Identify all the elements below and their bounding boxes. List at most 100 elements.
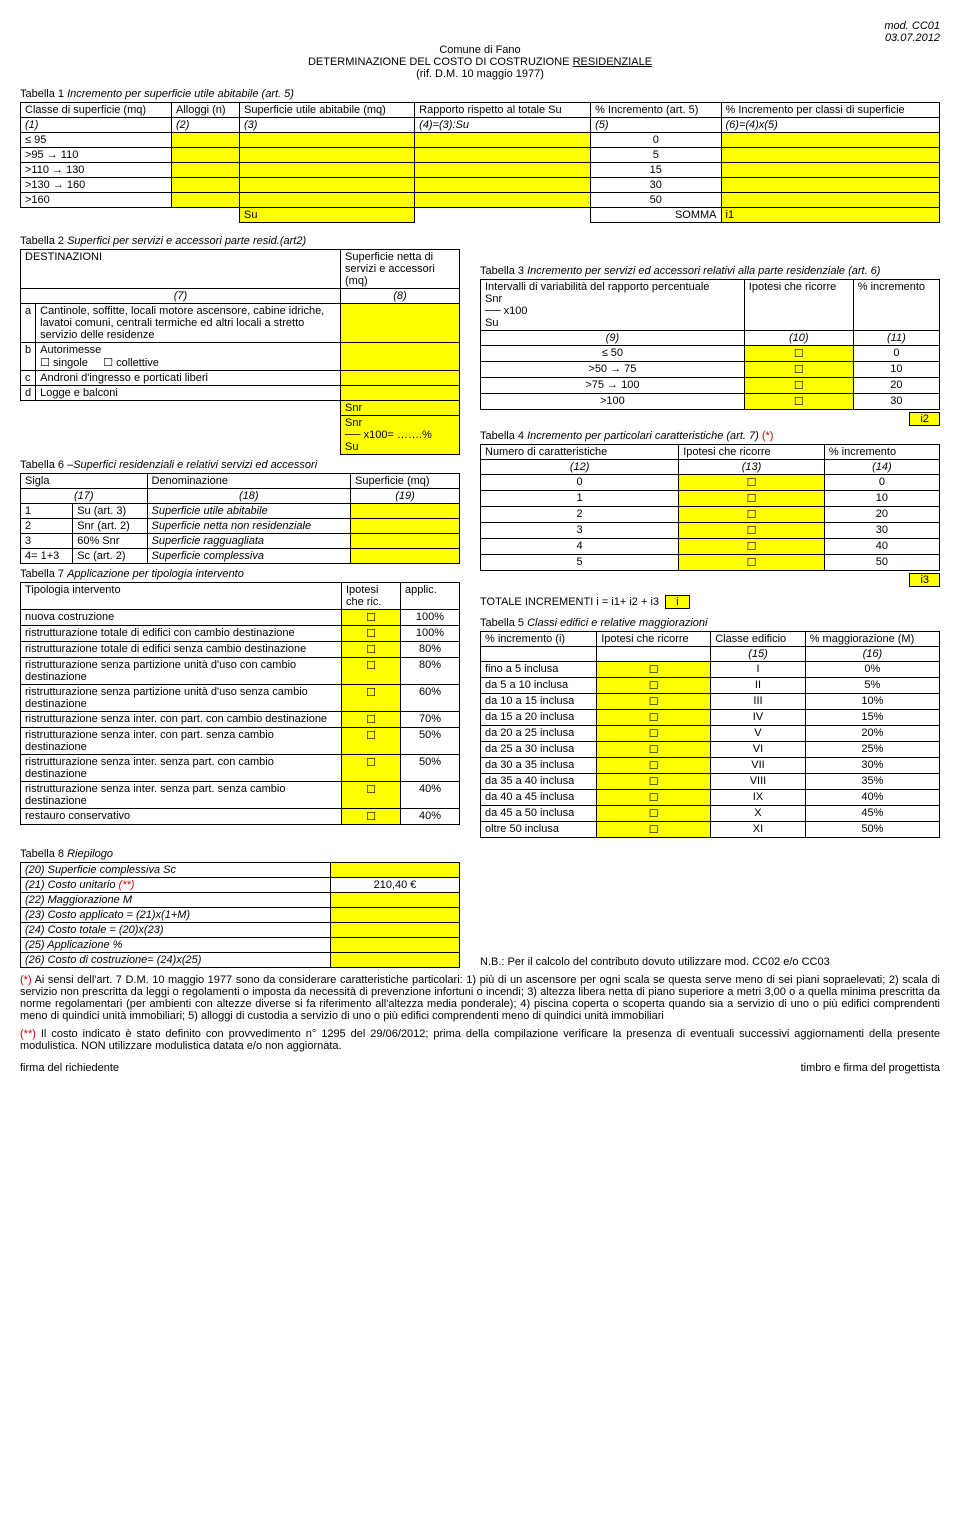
t1-cell-input[interactable] <box>239 178 414 193</box>
t7-check[interactable]: ☐ <box>342 755 401 782</box>
t1-su: Su <box>239 208 414 223</box>
t6-caption: Tabella 6 –Superfici residenziali e rela… <box>20 459 460 471</box>
t8-r24-input[interactable] <box>331 923 460 938</box>
t2-b-input[interactable] <box>341 343 460 371</box>
totale-i: i <box>665 595 689 609</box>
footnote-1: (*) Ai sensi dell'art. 7 D.M. 10 maggio … <box>20 974 940 1022</box>
t1-cell-input[interactable] <box>172 133 240 148</box>
t8-r21-val: 210,40 € <box>331 878 460 893</box>
table-row: >95 → 110 <box>21 148 172 163</box>
t1-cell-input[interactable] <box>721 148 940 163</box>
t6-cell-input[interactable] <box>351 549 460 564</box>
t6-cell-input[interactable] <box>351 519 460 534</box>
t5-check[interactable]: ☐ <box>597 758 711 774</box>
t1-cell-input[interactable] <box>172 193 240 208</box>
t5-check[interactable]: ☐ <box>597 774 711 790</box>
title-l1: Comune di Fano <box>20 44 940 56</box>
t3-i2: i2 <box>480 412 940 426</box>
t4-check[interactable]: ☐ <box>679 475 825 491</box>
t4-check[interactable]: ☐ <box>679 507 825 523</box>
t8-r25-input[interactable] <box>331 938 460 953</box>
t1-cell-input[interactable] <box>721 178 940 193</box>
t7-check[interactable]: ☐ <box>342 782 401 809</box>
t7-check[interactable]: ☐ <box>342 610 401 626</box>
t4-caption: Tabella 4 Incremento per particolari car… <box>480 430 940 442</box>
t2-d-input[interactable] <box>341 386 460 401</box>
t8-r20-input[interactable] <box>331 863 460 878</box>
t4-check[interactable]: ☐ <box>679 539 825 555</box>
t7-check[interactable]: ☐ <box>342 642 401 658</box>
t5-check[interactable]: ☐ <box>597 726 711 742</box>
t1-cell-input[interactable] <box>172 148 240 163</box>
table-7: Tipologia intervento Ipotesi che ric. ap… <box>20 582 460 825</box>
t5-check[interactable]: ☐ <box>597 806 711 822</box>
t4-check[interactable]: ☐ <box>679 523 825 539</box>
t3-check[interactable]: ☐ <box>744 362 853 378</box>
t1-cell-input[interactable] <box>415 193 591 208</box>
t8-r22-input[interactable] <box>331 893 460 908</box>
t1-h2: Alloggi (n) <box>172 103 240 118</box>
table-row: >130 → 160 <box>21 178 172 193</box>
t5-check[interactable]: ☐ <box>597 822 711 838</box>
table-row: >160 <box>21 193 172 208</box>
table-1: Classe di superficie (mq) Alloggi (n) Su… <box>20 102 940 223</box>
t1-cell-input[interactable] <box>415 178 591 193</box>
title-block: Comune di Fano DETERMINAZIONE DEL COSTO … <box>20 44 940 80</box>
t1-cell-input[interactable] <box>415 163 591 178</box>
t1-cell-input[interactable] <box>415 148 591 163</box>
t3-check[interactable]: ☐ <box>744 394 853 410</box>
t1-cell-input[interactable] <box>239 133 414 148</box>
t5-check[interactable]: ☐ <box>597 742 711 758</box>
t7-check[interactable]: ☐ <box>342 658 401 685</box>
t4-check[interactable]: ☐ <box>679 555 825 571</box>
t3-caption: Tabella 3 Incremento per servizi ed acce… <box>480 265 940 277</box>
t2-c-input[interactable] <box>341 371 460 386</box>
t1-h1: Classe di superficie (mq) <box>21 103 172 118</box>
t7-check[interactable]: ☐ <box>342 728 401 755</box>
t2-a-input[interactable] <box>341 304 460 343</box>
doc-meta: mod. CC01 03.07.2012 <box>20 20 940 44</box>
table-row: ≤ 95 <box>21 133 172 148</box>
t1-cell-input[interactable] <box>415 133 591 148</box>
t1-cell-input[interactable] <box>721 193 940 208</box>
t3-check[interactable]: ☐ <box>744 346 853 362</box>
mod-code: mod. CC01 <box>884 20 940 32</box>
t2-b-opt2[interactable]: ☐ collettive <box>103 357 159 369</box>
t1-cell-input[interactable] <box>239 148 414 163</box>
t5-caption: Tabella 5 Classi edifici e relative magg… <box>480 617 940 629</box>
t7-check[interactable]: ☐ <box>342 712 401 728</box>
t7-check[interactable]: ☐ <box>342 809 401 825</box>
t1-cell-input[interactable] <box>239 163 414 178</box>
t4-i3: i3 <box>480 573 940 587</box>
t1-cell-input[interactable] <box>721 163 940 178</box>
t5-check[interactable]: ☐ <box>597 710 711 726</box>
t2-b-opt1[interactable]: ☐ singole <box>40 357 88 369</box>
t8-r26-input[interactable] <box>331 953 460 968</box>
t4-check[interactable]: ☐ <box>679 491 825 507</box>
t5-check[interactable]: ☐ <box>597 694 711 710</box>
t5-check[interactable]: ☐ <box>597 678 711 694</box>
t1-h5: % Incremento (art. 5) <box>591 103 721 118</box>
table-6: Sigla Denominazione Superficie (mq) (17)… <box>20 473 460 564</box>
t5-check[interactable]: ☐ <box>597 790 711 806</box>
t6-cell-input[interactable] <box>351 534 460 549</box>
t8-r23-input[interactable] <box>331 908 460 923</box>
t6-cell-input[interactable] <box>351 504 460 519</box>
t7-check[interactable]: ☐ <box>342 685 401 712</box>
t7-check[interactable]: ☐ <box>342 626 401 642</box>
sig-right: timbro e firma del progettista <box>801 1062 940 1074</box>
t2-snr: Snr <box>341 401 460 416</box>
nb-note: N.B.: Per il calcolo del contributo dovu… <box>480 956 940 968</box>
t1-cell-input[interactable] <box>172 178 240 193</box>
t1-caption: Tabella 1 Incremento per superficie util… <box>20 88 940 100</box>
title-l3: (rif. D.M. 10 maggio 1977) <box>20 68 940 80</box>
t1-cell-input[interactable] <box>721 133 940 148</box>
t5-check[interactable]: ☐ <box>597 662 711 678</box>
mod-date: 03.07.2012 <box>885 32 940 44</box>
t8-caption: Tabella 8 Riepilogo <box>20 848 940 860</box>
t3-check[interactable]: ☐ <box>744 378 853 394</box>
t1-cell-input[interactable] <box>172 163 240 178</box>
t2-caption: Tabella 2 Superfici per servizi e access… <box>20 235 460 247</box>
table-3: Intervalli di variabilità del rapporto p… <box>480 279 940 410</box>
t1-cell-input[interactable] <box>239 193 414 208</box>
